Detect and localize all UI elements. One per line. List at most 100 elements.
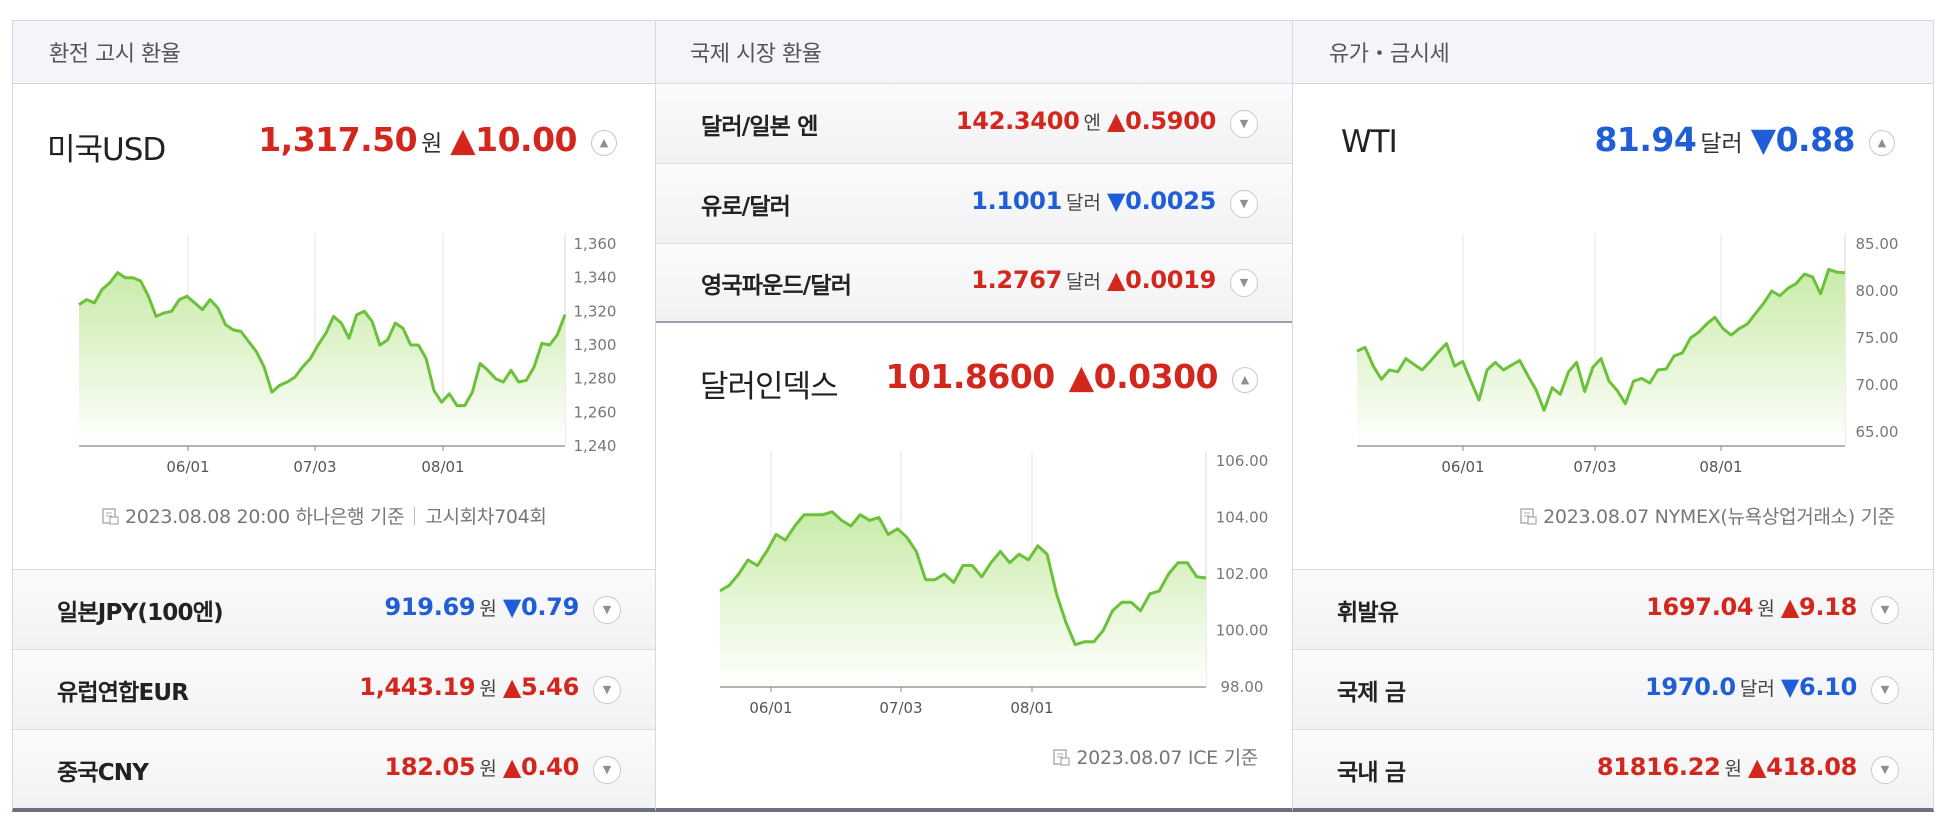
row-change: ▼0.0025 — [1107, 187, 1216, 216]
row-value: 919.69 원 ▼0.79 ▼ — [384, 593, 621, 626]
wti-main-block: WTI 81.94 달러 ▼0.88 ▲ 85.00 80.00 75.00 70.0… — [1293, 84, 1933, 564]
row-eur-usd[interactable]: 유로/달러 1.1001 달러 ▼0.0025 ▼ — [656, 163, 1292, 243]
chevron-down-icon[interactable]: ▼ — [1871, 675, 1899, 704]
source-date: 2023.08.07 NYMEX(뉴욕상업거래소) 기준 — [1543, 506, 1895, 528]
series-area — [720, 511, 1206, 687]
main-value-number: 1,317.50 — [258, 120, 418, 159]
panel-header-exchange: 환전 고시 환율 — [13, 21, 655, 84]
main-value-change: ▲0.0300 — [1068, 357, 1219, 396]
main-value-unit: 달러 — [1700, 131, 1743, 157]
row-number: 1,443.19 — [359, 673, 476, 702]
row-change: ▲0.40 — [502, 753, 579, 782]
y-tick-label: 1,360 — [574, 235, 617, 253]
main-value-usd: 1,317.50 원 ▲10.00 ▲ — [258, 120, 617, 161]
row-value: 182.05 원 ▲0.40 ▼ — [384, 753, 621, 786]
chevron-down-icon[interactable]: ▼ — [1871, 595, 1899, 624]
x-tick-label: 07/03 — [879, 699, 922, 717]
source-date: 2023.08.07 ICE 기준 — [1076, 747, 1258, 769]
chevron-up-icon[interactable]: ▲ — [591, 129, 617, 156]
row-unit: 원 — [479, 598, 497, 621]
row-label: 중국CNY — [57, 759, 149, 786]
row-unit: 원 — [1757, 598, 1775, 621]
y-tick-label: 98.00 — [1221, 678, 1264, 696]
row-number: 81816.22 — [1596, 753, 1721, 782]
wti-chart: 85.00 80.00 75.00 70.00 65.00 06/01 07/03 08/01 — [1356, 234, 1899, 476]
row-label: 유럽연합EUR — [57, 679, 189, 706]
x-tick-label: 07/03 — [293, 458, 336, 476]
chevron-down-icon[interactable]: ▼ — [593, 595, 621, 624]
dollar-index-block: 달러인덱스 101.8600 ▲0.0300 ▲ 106.00 104.00 102… — [656, 325, 1292, 805]
row-gbp-usd[interactable]: 영국파운드/달러 1.2767 달러 ▲0.0019 ▼ — [656, 243, 1292, 323]
row-number: 1.2767 — [971, 266, 1063, 295]
chevron-down-icon[interactable]: ▼ — [1871, 755, 1899, 784]
row-value: 1.1001 달러 ▼0.0025 ▼ — [971, 187, 1258, 220]
row-cny[interactable]: 중국CNY 182.05 원 ▲0.40 ▼ — [13, 729, 655, 808]
main-value-change: ▼0.88 — [1750, 120, 1856, 159]
usd-chart: 1,360 1,340 1,320 1,300 1,280 1,260 1,240 06/01… — [78, 234, 617, 476]
row-unit: 원 — [479, 758, 497, 781]
row-number: 919.69 — [384, 593, 476, 622]
chevron-up-icon[interactable]: ▲ — [1869, 129, 1895, 156]
row-gasoline[interactable]: 휘발유 1697.04 원 ▲9.18 ▼ — [1293, 569, 1933, 649]
main-value-unit: 원 — [421, 131, 443, 157]
chevron-down-icon[interactable]: ▼ — [1230, 189, 1258, 218]
row-change: ▲418.08 — [1748, 753, 1857, 782]
source-extra: 고시회차704회 — [425, 506, 547, 528]
source-line-nymex: 2023.08.07 NYMEX(뉴욕상업거래소) 기준 — [1519, 502, 1895, 529]
series-area — [79, 272, 565, 446]
row-jpy[interactable]: 일본JPY(100엔) 919.69 원 ▼0.79 ▼ — [13, 569, 655, 649]
row-label: 일본JPY(100엔) — [57, 599, 224, 626]
row-number: 1970.0 — [1645, 673, 1736, 702]
x-tick-label: 06/01 — [166, 458, 209, 476]
row-change: ▲5.46 — [502, 673, 579, 702]
commodities-panel: 유가・금시세 WTI 81.94 달러 ▼0.88 ▲ 85.00 80.00 75… — [1292, 20, 1934, 812]
y-tick-label: 1,300 — [574, 336, 617, 354]
y-tick-label: 106.00 — [1216, 452, 1269, 470]
source-line-usd: 2023.08.08 20:00 하나은행 기준 고시회차704회 — [101, 502, 547, 529]
dollar-index-chart: 106.00 104.00 102.00 100.00 98.00 06/01 07/03 0… — [719, 451, 1269, 717]
chevron-down-icon[interactable]: ▼ — [593, 675, 621, 704]
separator — [414, 506, 416, 525]
chevron-down-icon[interactable]: ▼ — [1230, 109, 1258, 138]
y-tick-label: 65.00 — [1856, 423, 1899, 441]
main-title-wti: WTI — [1341, 124, 1398, 160]
row-unit: 원 — [479, 678, 497, 701]
main-value-dollar-index: 101.8600 ▲0.0300 ▲ — [885, 357, 1258, 398]
chevron-down-icon[interactable]: ▼ — [1230, 268, 1258, 297]
chevron-down-icon[interactable]: ▼ — [593, 755, 621, 784]
y-tick-label: 70.00 — [1856, 376, 1899, 394]
x-tick-label: 08/01 — [421, 458, 464, 476]
x-tick-label: 08/01 — [1010, 699, 1053, 717]
y-tick-label: 100.00 — [1216, 622, 1269, 640]
row-change: ▼6.10 — [1780, 673, 1857, 702]
y-tick-label: 80.00 — [1856, 282, 1899, 300]
y-tick-label: 1,340 — [574, 269, 617, 287]
panel-header-commodities: 유가・금시세 — [1293, 21, 1933, 84]
row-label: 국내 금 — [1337, 759, 1406, 786]
row-usd-jpy[interactable]: 달러/일본 엔 142.3400 엔 ▲0.5900 ▼ — [656, 83, 1292, 163]
x-tick-label: 07/03 — [1573, 458, 1616, 476]
main-value-change: ▲10.00 — [450, 120, 577, 159]
international-rate-panel: 국제 시장 환율 달러/일본 엔 142.3400 엔 ▲0.5900 ▼ 유로… — [655, 20, 1293, 812]
row-number: 1697.04 — [1646, 593, 1754, 622]
row-unit: 엔 — [1083, 112, 1102, 135]
x-tick-label: 08/01 — [1699, 458, 1742, 476]
chevron-up-icon[interactable]: ▲ — [1232, 366, 1258, 393]
row-unit: 달러 — [1739, 678, 1775, 701]
exchange-rate-panel: 환전 고시 환율 미국USD 1,317.50 원 ▲10.00 ▲ 1,360… — [12, 20, 656, 812]
row-intl-gold[interactable]: 국제 금 1970.0 달러 ▼6.10 ▼ — [1293, 649, 1933, 729]
y-tick-label: 104.00 — [1216, 509, 1269, 527]
row-label: 유로/달러 — [701, 193, 791, 220]
source-line-ice: 2023.08.07 ICE 기준 — [1052, 743, 1258, 770]
row-eur[interactable]: 유럽연합EUR 1,443.19 원 ▲5.46 ▼ — [13, 649, 655, 729]
row-label: 국제 금 — [1337, 679, 1406, 706]
row-domestic-gold[interactable]: 국내 금 81816.22 원 ▲418.08 ▼ — [1293, 729, 1933, 808]
row-value: 1.2767 달러 ▲0.0019 ▼ — [971, 266, 1258, 299]
document-icon — [1052, 748, 1070, 766]
row-value: 1697.04 원 ▲9.18 ▼ — [1646, 593, 1899, 626]
row-label: 영국파운드/달러 — [701, 272, 852, 299]
series-line — [1356, 267, 1846, 412]
row-number: 142.3400 — [955, 107, 1080, 136]
row-number: 182.05 — [384, 753, 476, 782]
row-value: 81816.22 원 ▲418.08 ▼ — [1597, 753, 1899, 786]
